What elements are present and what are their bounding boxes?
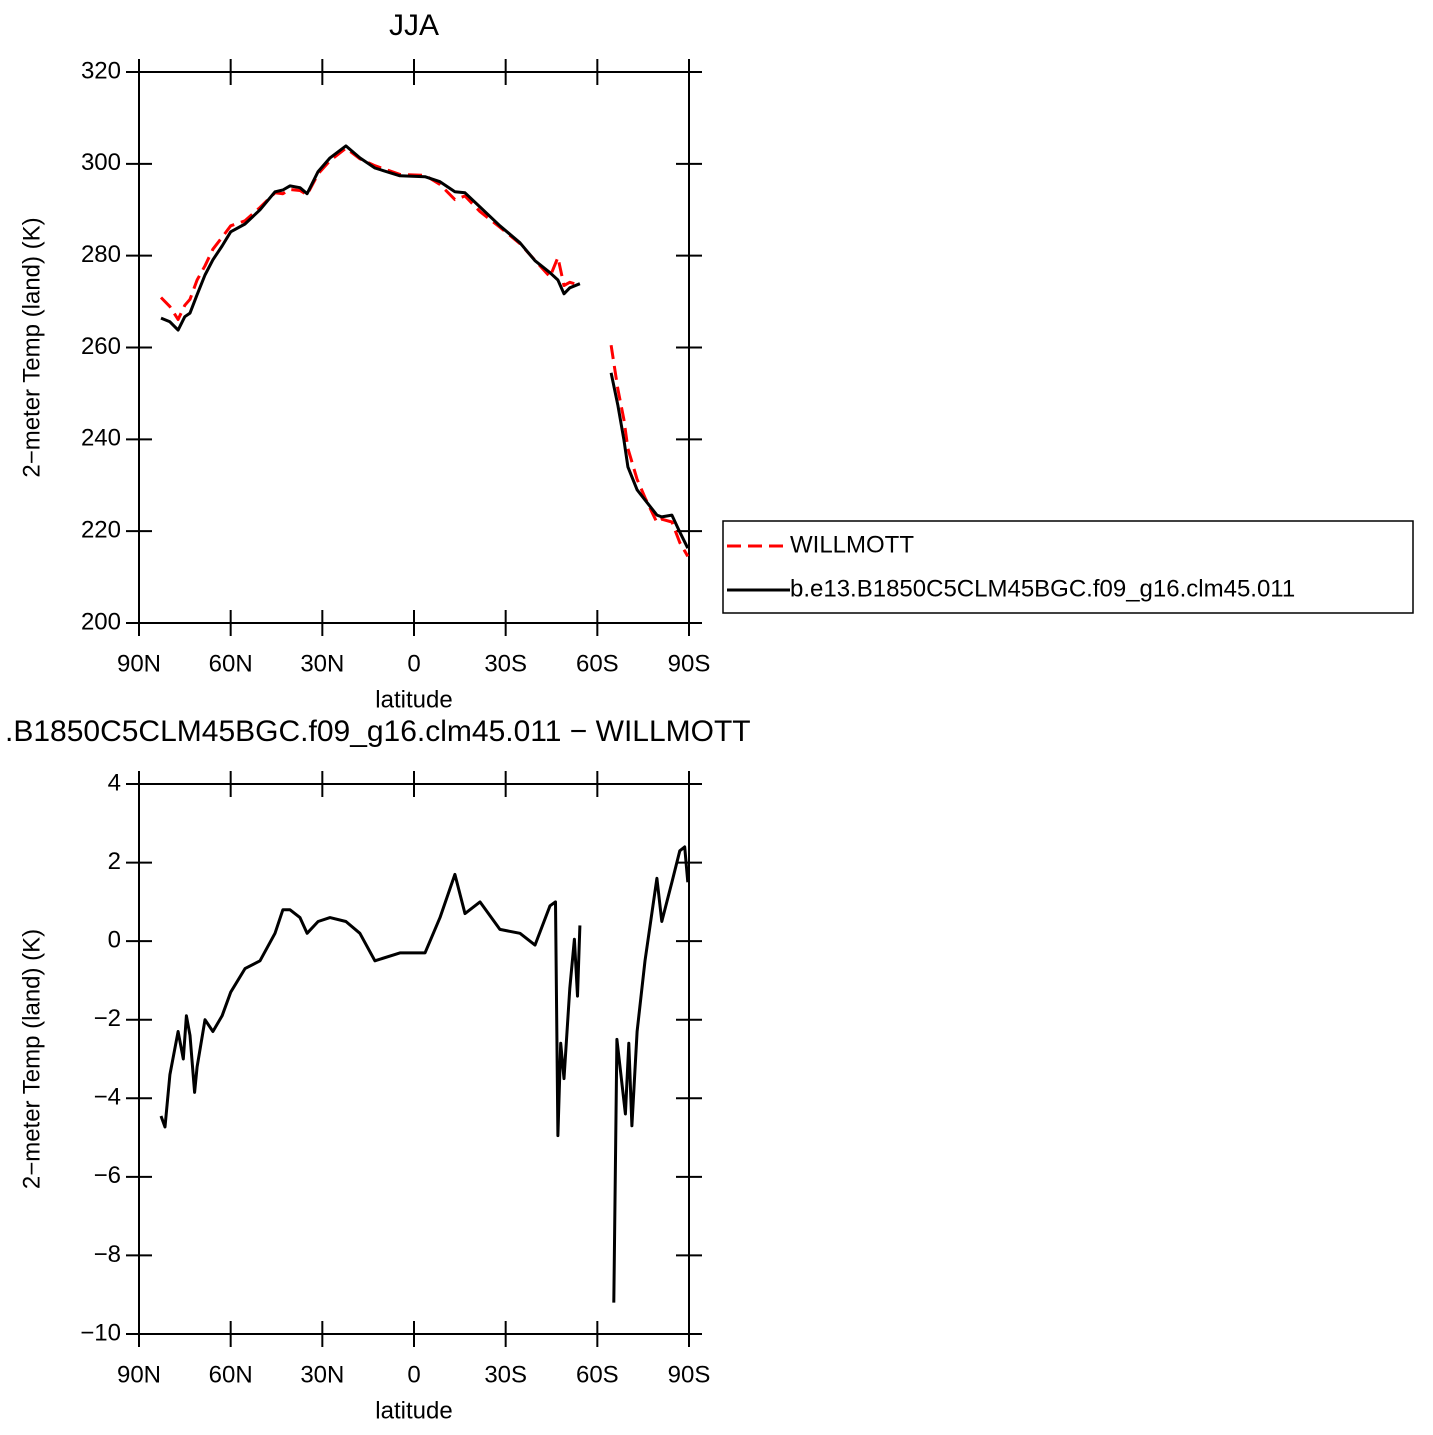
- x-axis-label: latitude: [375, 686, 452, 713]
- y-axis-label: 2−meter Temp (land) (K): [18, 929, 45, 1189]
- y-tick-label: 320: [81, 57, 121, 84]
- x-tick-label: 30S: [484, 650, 527, 677]
- y-tick-label: 0: [108, 926, 121, 953]
- x-tick-label: 90N: [117, 650, 161, 677]
- y-tick-label: 4: [108, 769, 121, 796]
- y-tick-label: 300: [81, 149, 121, 176]
- y-tick-label: 2: [108, 848, 121, 875]
- x-tick-label: 90S: [668, 1361, 711, 1388]
- y-tick-label: 200: [81, 608, 121, 635]
- line-series: [160, 144, 690, 549]
- y-tick-label: −10: [80, 1319, 121, 1346]
- plot-frame: [138, 71, 690, 624]
- x-axis-label: latitude: [375, 1397, 452, 1424]
- x-tick-label: 60N: [209, 650, 253, 677]
- x-tick-label: 30N: [300, 650, 344, 677]
- legend: WILLMOTT b.e13.B1850C5CLM45BGC.f09_g16.cl…: [722, 520, 1414, 614]
- plot-frame: [138, 783, 690, 1335]
- x-tick-label: 0: [407, 650, 420, 677]
- y-tick-label: 220: [81, 517, 121, 544]
- y-tick-label: 260: [81, 333, 121, 360]
- line-series: [159, 845, 690, 1303]
- chart-title: JJA: [389, 9, 439, 42]
- y-axis-label: 2−meter Temp (land) (K): [18, 217, 45, 477]
- x-tick-label: 60N: [209, 1361, 253, 1388]
- y-tick-label: −4: [94, 1084, 121, 1111]
- y-tick-label: −2: [94, 1005, 121, 1032]
- x-tick-label: 90N: [117, 1361, 161, 1388]
- x-tick-label: 30S: [484, 1361, 527, 1388]
- legend-label: WILLMOTT: [790, 531, 914, 558]
- y-tick-label: −8: [94, 1241, 121, 1268]
- x-tick-label: 60S: [576, 1361, 619, 1388]
- y-tick-label: −6: [94, 1162, 121, 1189]
- legend-label: b.e13.B1850C5CLM45BGC.f09_g16.clm45.011: [790, 575, 1295, 602]
- x-tick-label: 30N: [300, 1361, 344, 1388]
- x-tick-label: 90S: [668, 650, 711, 677]
- y-tick-label: 240: [81, 425, 121, 452]
- legend-box: [722, 520, 1414, 614]
- chart-title: .B1850C5CLM45BGC.f09_g16.clm45.011 − WIL…: [5, 715, 751, 748]
- x-tick-label: 0: [407, 1361, 420, 1388]
- x-tick-label: 60S: [576, 650, 619, 677]
- y-tick-label: 280: [81, 241, 121, 268]
